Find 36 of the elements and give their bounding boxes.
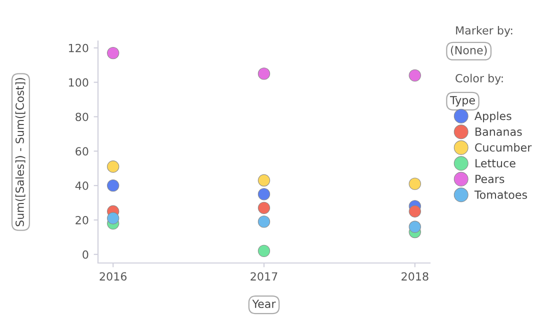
text: Marker by: — [456, 26, 512, 37]
legend-label: Apples — [474, 112, 512, 122]
y-tick-label: 80 — [76, 112, 88, 122]
y-axis-title: Sum([Sales]) - Sum([Cost]) — [15, 78, 26, 226]
y-tick-label: 40 — [75, 182, 88, 190]
legend-title: Type — [450, 96, 475, 107]
point — [258, 68, 270, 80]
legend-label: Pears — [476, 174, 504, 184]
text: Color by: — [456, 74, 503, 85]
y-tick-label: 120 — [68, 44, 88, 52]
point — [107, 179, 120, 192]
text: (None) — [450, 46, 487, 56]
y-tick-label: 20 — [76, 216, 88, 224]
x-tick-label: 2018 — [402, 272, 428, 281]
point — [107, 46, 120, 60]
point — [258, 216, 270, 228]
y-tick-label: 100 — [68, 78, 88, 87]
legend-label: Tomatoes — [474, 190, 528, 199]
y-tick-label: 0 — [82, 250, 88, 259]
point — [258, 202, 270, 214]
point — [408, 220, 421, 233]
point — [408, 69, 421, 82]
point — [408, 205, 421, 218]
y-tick-label: 60 — [76, 147, 88, 156]
legend-label: Cucumber — [475, 143, 532, 152]
point — [258, 244, 270, 258]
x-tick-label: 2017 — [250, 272, 278, 281]
x-tick-label: 2016 — [100, 272, 127, 281]
point — [107, 212, 120, 224]
point — [408, 178, 421, 190]
point — [258, 174, 270, 186]
point — [258, 188, 270, 200]
point — [107, 160, 120, 173]
legend-label: Bananas — [476, 128, 522, 136]
legend-label: Lettuce — [476, 159, 516, 168]
x-axis-title: Year — [252, 300, 276, 308]
